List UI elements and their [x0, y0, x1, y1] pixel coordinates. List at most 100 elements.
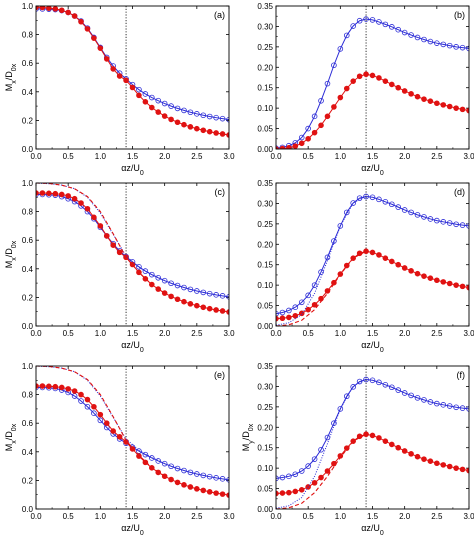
data-point [453, 105, 459, 111]
data-point [446, 220, 453, 226]
data-point [298, 299, 305, 306]
data-point [466, 406, 469, 412]
data-point [331, 420, 337, 427]
data-point [39, 190, 46, 196]
series-line [276, 73, 469, 149]
data-point [206, 305, 213, 312]
data-point [440, 462, 447, 468]
x-tick-label: 1.0 [95, 329, 107, 338]
x-tick-label: 1.5 [127, 329, 139, 338]
data-point [305, 463, 311, 469]
data-point [142, 459, 149, 466]
y-tick-label: 0.0 [22, 505, 34, 514]
series-line [36, 8, 229, 121]
data-point [324, 80, 331, 87]
y-tick-label: 0.30 [257, 22, 273, 31]
data-point [219, 491, 226, 497]
x-tick-label: 3.0 [463, 329, 474, 338]
data-point [459, 405, 466, 411]
data-point [318, 97, 324, 104]
y-tick-label: 0.15 [257, 444, 273, 453]
data-point [39, 6, 46, 11]
data-point [181, 467, 187, 474]
data-point [311, 480, 318, 486]
data-point [311, 113, 318, 120]
data-point [434, 400, 440, 407]
data-point [388, 258, 395, 265]
x-tick-label: 0.5 [63, 329, 75, 338]
axis-label: αz/U0 [121, 163, 144, 177]
x-tick-label: 2.0 [159, 152, 171, 161]
data-point [343, 85, 350, 92]
data-point [337, 223, 344, 229]
data-point [103, 233, 110, 239]
data-point [200, 487, 207, 494]
y-tick-label: 0.30 [257, 199, 273, 208]
data-point [181, 482, 187, 488]
data-point [318, 446, 324, 453]
y-tick-label: 0.30 [257, 382, 273, 391]
data-point [279, 309, 286, 316]
data-point [427, 275, 434, 281]
data-point [206, 113, 213, 120]
data-point [46, 383, 52, 390]
data-point [65, 193, 71, 199]
y-tick-label: 0.15 [257, 84, 273, 93]
data-point [337, 94, 344, 101]
data-point [421, 397, 427, 403]
series-line-dashed [36, 366, 165, 477]
x-tick-label: 1.0 [335, 512, 347, 521]
data-point [350, 200, 357, 206]
series-line-dotted [276, 378, 367, 509]
series-group [36, 6, 229, 138]
data-point [324, 113, 331, 120]
data-point [414, 212, 421, 218]
series-group [36, 366, 229, 498]
y-tick-label: 0.0 [22, 145, 34, 154]
x-tick-label: 1.0 [95, 152, 107, 161]
data-point [213, 130, 219, 136]
data-point [97, 45, 104, 51]
x-tick-label: 0.5 [303, 152, 315, 161]
data-point [286, 144, 292, 149]
data-point [174, 479, 181, 486]
series-group [36, 183, 229, 315]
data-point [408, 392, 414, 399]
x-tick-label: 0.0 [30, 512, 42, 521]
data-point [434, 277, 440, 284]
data-point [363, 71, 369, 78]
chart-panel: 0.0 0.5 1.0 1.5 2.0 2.5 3.0 0.00 0.05 0.10 0.15 0.2… [241, 362, 474, 537]
x-tick-label: 3.0 [463, 152, 474, 161]
x-tick-label: 2.0 [399, 152, 411, 161]
data-point [356, 195, 363, 201]
series-line [36, 385, 229, 496]
data-point [440, 402, 447, 408]
data-point [395, 444, 402, 451]
data-point [65, 9, 71, 16]
data-point [292, 471, 299, 478]
y-tick-label: 0.25 [257, 220, 273, 229]
y-tick-label: 0.2 [22, 476, 34, 485]
data-point [395, 204, 402, 210]
x-tick-label: 3.0 [223, 329, 235, 338]
y-tick-label: 0.20 [257, 423, 273, 432]
data-point [318, 474, 324, 481]
data-point [200, 127, 207, 134]
data-point [395, 84, 402, 91]
data-point [350, 23, 357, 29]
data-point [324, 254, 331, 261]
data-point [168, 116, 174, 123]
y-tick-label: 1.0 [22, 179, 34, 188]
data-point [408, 209, 414, 216]
data-point [427, 98, 434, 104]
data-point [142, 99, 149, 105]
data-point [446, 103, 453, 110]
data-point [84, 403, 91, 410]
data-point [174, 105, 181, 112]
series-line [276, 433, 469, 494]
data-point [453, 465, 459, 471]
data-point [194, 111, 200, 117]
data-point [52, 383, 59, 390]
data-point [363, 248, 369, 255]
series-group [276, 193, 469, 326]
